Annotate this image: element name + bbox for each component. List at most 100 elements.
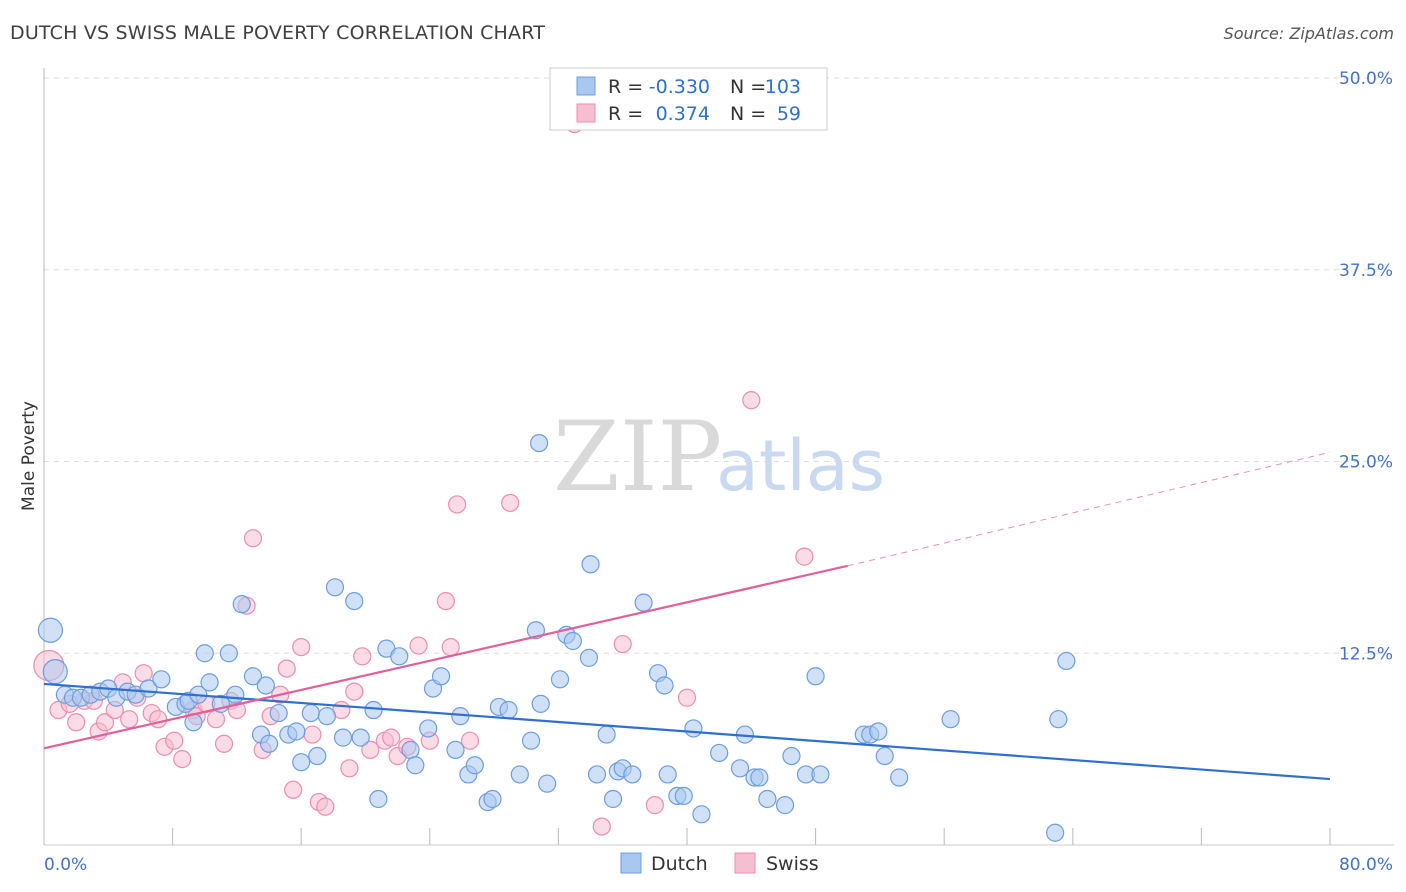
dutch-point: [710, 743, 729, 763]
dutch-point: [875, 746, 894, 766]
dutch-point: [446, 740, 465, 759]
dutch-point: [243, 667, 263, 686]
legend-r-label-dutch: R =: [608, 76, 643, 98]
swiss-point: [592, 817, 611, 836]
dutch-point: [325, 578, 345, 597]
dutch-point: [550, 670, 570, 689]
swiss-point: [382, 728, 401, 747]
swiss-point: [613, 634, 632, 654]
dutch-point: [308, 746, 327, 766]
swiss-point: [149, 710, 168, 729]
dutch-point: [37, 617, 64, 643]
swiss-point: [206, 710, 226, 729]
swiss-point: [214, 734, 234, 753]
swiss-point: [795, 547, 814, 566]
watermark-atlas: atlas: [716, 425, 885, 507]
x-tick-label-max: 80.0%: [1339, 855, 1393, 875]
dutch-point: [1057, 651, 1076, 671]
dutch-point: [226, 685, 245, 704]
dutch-point: [351, 728, 370, 747]
dutch-point: [581, 555, 600, 574]
dutch-point: [634, 593, 653, 612]
swiss-point: [340, 759, 359, 778]
dutch-point: [483, 789, 502, 809]
dutch-point: [333, 728, 353, 747]
dutch-point: [510, 765, 529, 784]
swiss-point: [460, 731, 480, 750]
swiss-point: [742, 391, 761, 410]
legend-n-value-dutch: 103: [765, 76, 801, 98]
dutch-series: [37, 433, 1076, 842]
dutch-point: [301, 703, 320, 723]
y-axis-label: Male Poverty: [19, 401, 39, 511]
swiss-point: [409, 636, 428, 655]
dutch-point: [200, 673, 219, 692]
dutch-point: [806, 667, 825, 686]
dutch-point: [531, 694, 550, 713]
dutch-point: [292, 753, 311, 772]
dutch-point: [401, 740, 420, 759]
dutch-point: [563, 631, 582, 651]
legend-box: [549, 67, 828, 131]
legend-r-value-swiss: 0.374: [656, 103, 710, 125]
dutch-point: [419, 719, 438, 738]
swiss-trend-extension: [847, 451, 1331, 567]
dutch-point: [603, 789, 623, 809]
swiss-point: [645, 796, 664, 815]
swiss-point: [67, 713, 86, 732]
dutch-point: [195, 644, 214, 663]
bottom-legend-label-dutch: Dutch: [651, 853, 708, 875]
dutch-point: [655, 676, 674, 695]
dutch-point: [345, 591, 364, 611]
swiss-point: [165, 731, 184, 750]
axes: [43, 68, 1394, 846]
x-tick-label-min: 0.0%: [44, 855, 87, 875]
dutch-point: [152, 670, 171, 689]
source-label: Source: ZipAtlas.com: [1223, 24, 1394, 43]
dutch-point: [730, 759, 750, 778]
swiss-point: [441, 638, 460, 657]
swiss-point: [277, 659, 296, 678]
swiss-point: [303, 725, 322, 744]
legend-r-value-dutch: -0.330: [649, 76, 710, 98]
dutch-point: [431, 667, 451, 686]
dutch-point: [579, 648, 599, 667]
dutch-point: [521, 731, 541, 750]
swiss-point: [501, 493, 520, 513]
swiss-point: [243, 529, 263, 548]
x-tick-labels: 0.0% 80.0%: [44, 855, 1393, 875]
dutch-point: [259, 734, 279, 753]
dutch-point: [406, 756, 425, 775]
legend-swatch-dutch: [576, 76, 596, 96]
dutch-point: [1046, 823, 1065, 842]
swiss-point: [134, 664, 153, 683]
dutch-point: [390, 647, 409, 666]
legend-n-label-dutch: N =: [730, 76, 766, 98]
swiss-point: [361, 740, 380, 759]
dutch-point: [465, 756, 484, 775]
dutch-point: [782, 746, 801, 766]
trend-lines: [43, 451, 1331, 781]
swiss-point: [292, 638, 311, 657]
bottom-legend-label-swiss: Swiss: [766, 853, 819, 875]
dutch-point: [587, 765, 607, 784]
dutch-point: [869, 722, 888, 741]
dutch-point: [538, 774, 557, 793]
dutch-point: [658, 765, 677, 784]
dutch-point: [219, 644, 238, 663]
swiss-point: [284, 780, 303, 799]
dutch-point: [623, 765, 642, 784]
dutch-point: [750, 768, 769, 787]
top-legend: R = -0.330 N = 103 R = 0.374 N = 59: [549, 67, 828, 131]
dutch-point: [317, 707, 337, 726]
swiss-point: [120, 710, 139, 729]
dutch-point: [232, 595, 251, 614]
swiss-point: [353, 647, 372, 666]
legend-r-label-swiss: R =: [608, 103, 643, 125]
bottom-legend-swatch-swiss: [734, 852, 756, 874]
swiss-point: [345, 682, 364, 701]
dutch-point: [758, 789, 777, 809]
swiss-point: [316, 797, 335, 816]
dutch-point: [42, 659, 68, 685]
dutch-point: [941, 710, 960, 729]
